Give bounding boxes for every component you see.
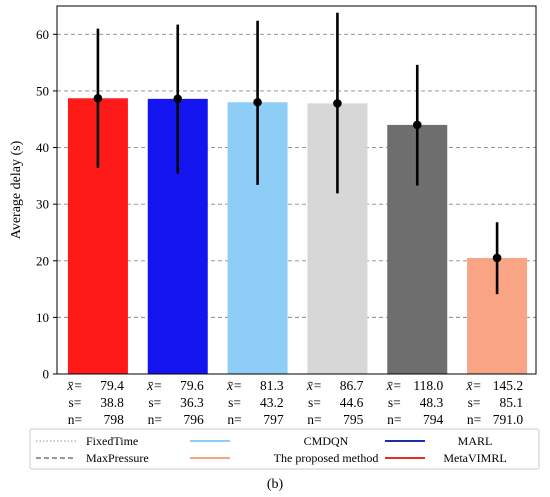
y-tick-label: 30 [36,197,49,212]
stat-value-n: 798 [104,412,125,427]
stat-label-mean: x̄= [66,378,82,393]
stat-value-mean: 81.3 [260,378,284,393]
mean-marker [173,94,183,104]
stat-label-mean: x̄= [386,378,402,393]
bars [67,98,528,375]
legend-label: The proposed method [274,451,379,465]
stat-value-mean: 145.2 [493,378,523,393]
stat-value-n: 796 [184,412,205,427]
y-tick-label: 20 [36,253,49,268]
error-bars [93,12,502,295]
mean-marker [333,99,342,108]
y-tick-label: 10 [36,310,49,325]
stat-value-s: 36.3 [180,395,204,410]
stat-value-s: 48.3 [420,395,444,410]
stat-value-n: 797 [263,412,284,427]
stat-label-s: s= [388,395,401,410]
plot-frame [56,5,537,375]
stat-value-n: 791.0 [493,412,524,427]
stat-label-s: s= [68,395,81,410]
y-tick-label: 0 [43,367,50,382]
stat-label-n: n= [387,412,401,427]
stat-value-n: 795 [343,412,364,427]
stat-label-s: s= [228,395,241,410]
legend-label: CMDQN [304,434,349,448]
stat-label-s: s= [308,395,321,410]
stat-value-s: 38.8 [100,395,124,410]
stat-label-n: n= [227,412,241,427]
stat-value-n: 794 [423,412,444,427]
legend-label: FixedTime [86,434,138,448]
stat-label-n: n= [68,412,82,427]
bar-statistics: x̄= 79.4 s= 38.8 n= 798 x̄= 79.6 s= 36.3 n= 796 x̄= 8… [66,378,523,427]
legend-label: MARL [458,434,493,448]
stat-label-mean: x̄= [226,378,242,393]
y-axis: 0 10 20 30 40 50 60 [36,27,57,382]
y-tick-label: 60 [36,27,49,42]
mean-marker [253,97,262,107]
grid-lines [57,33,536,318]
stat-value-mean: 86.7 [340,378,364,393]
stat-label-mean: x̄= [146,378,162,393]
mean-marker [93,93,103,103]
stat-value-s: 43.2 [260,395,284,410]
stat-value-s: 44.6 [340,395,364,410]
figure-caption: (b) [267,477,284,492]
stat-label-s: s= [468,395,481,410]
mean-marker [492,253,502,263]
stat-value-s: 85.1 [499,395,523,410]
legend-label: MetaVIMRL [443,451,506,465]
y-tick-label: 50 [36,83,49,98]
stat-value-mean: 79.4 [100,378,124,393]
legend-label: MaxPressure [86,451,149,465]
stat-value-mean: 79.6 [180,378,204,393]
stat-label-s: s= [148,395,161,410]
y-tick-label: 40 [36,140,49,155]
y-axis-label: Average delay (s) [9,140,24,239]
mean-marker [412,120,422,130]
stat-value-mean: 118.0 [413,378,443,393]
stat-label-n: n= [307,412,321,427]
legend: FixedTime CMDQN MARL MaxPressure The propose… [29,428,540,470]
stat-label-n: n= [467,412,481,427]
stat-label-mean: x̄= [466,378,482,393]
stat-label-n: n= [148,412,162,427]
stat-label-mean: x̄= [306,378,322,393]
